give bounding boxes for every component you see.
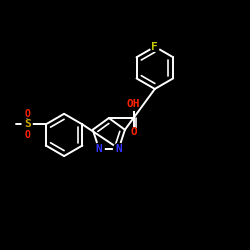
Circle shape <box>94 144 104 154</box>
Circle shape <box>128 98 140 110</box>
Text: O: O <box>130 127 137 137</box>
Circle shape <box>130 128 138 136</box>
Text: OH: OH <box>127 99 140 109</box>
Text: N: N <box>96 144 102 154</box>
Text: O: O <box>24 109 30 119</box>
Circle shape <box>23 131 31 139</box>
Circle shape <box>22 120 32 129</box>
Circle shape <box>150 42 159 51</box>
Circle shape <box>23 110 31 118</box>
Text: N: N <box>116 144 122 154</box>
Circle shape <box>114 144 124 154</box>
Text: S: S <box>24 120 30 130</box>
Text: O: O <box>24 130 30 140</box>
Text: F: F <box>152 42 158 52</box>
